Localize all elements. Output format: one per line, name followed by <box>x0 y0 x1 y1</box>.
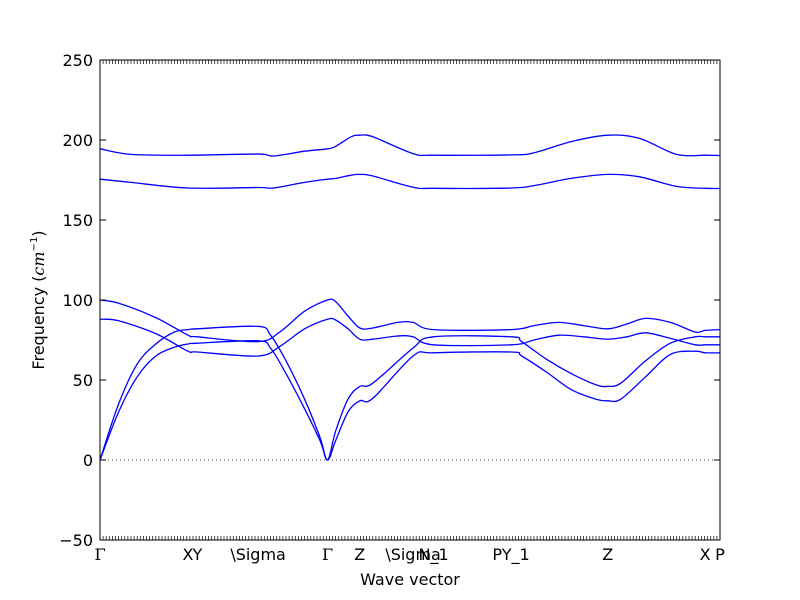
x-tick-label: Γ <box>322 545 333 564</box>
phonon-band-5 <box>99 325 720 461</box>
x-tick-label: Y <box>191 545 202 564</box>
phonon-band-6 <box>99 340 721 461</box>
x-axis-label: Wave vector <box>360 570 460 589</box>
y-axis-label-text: Frequency <box>29 287 48 370</box>
y-ticks: −50 0 50 100 150 200 250 <box>59 51 720 550</box>
x-tick-label: Z <box>602 545 613 564</box>
phonon-band-1 <box>99 134 721 157</box>
y-tick-label: 200 <box>62 131 93 150</box>
y-tick-label: −50 <box>59 531 93 550</box>
x-tick-label: \Sigma <box>230 545 286 564</box>
x-tick-label: X <box>183 545 194 564</box>
phonon-band-2 <box>99 173 721 190</box>
phonon-band-3 <box>99 298 721 343</box>
y-axis-label: Frequency (cm−1) <box>29 230 48 369</box>
y-axis-unit-exponent: −1 <box>29 237 40 252</box>
x-tick-label: PY_1 <box>492 545 529 565</box>
plot-frame <box>99 59 721 541</box>
x-tick-label: Γ <box>94 545 105 564</box>
x-tick-label: P <box>715 545 725 564</box>
y-axis-unit: cm <box>29 251 48 275</box>
phonon-band-4 <box>99 317 720 357</box>
series-layer <box>99 134 721 461</box>
y-tick-label: 50 <box>73 371 93 390</box>
y-tick-label: 100 <box>62 291 93 310</box>
x-tick-label: N_1 <box>418 545 448 565</box>
y-tick-label: 0 <box>83 451 93 470</box>
x-tick-label: Z <box>354 545 365 564</box>
x-tick-label: X <box>700 545 711 564</box>
y-tick-label: 150 <box>62 211 93 230</box>
x-tick-label: \Sigma <box>385 545 441 564</box>
y-tick-label: 250 <box>62 51 93 70</box>
